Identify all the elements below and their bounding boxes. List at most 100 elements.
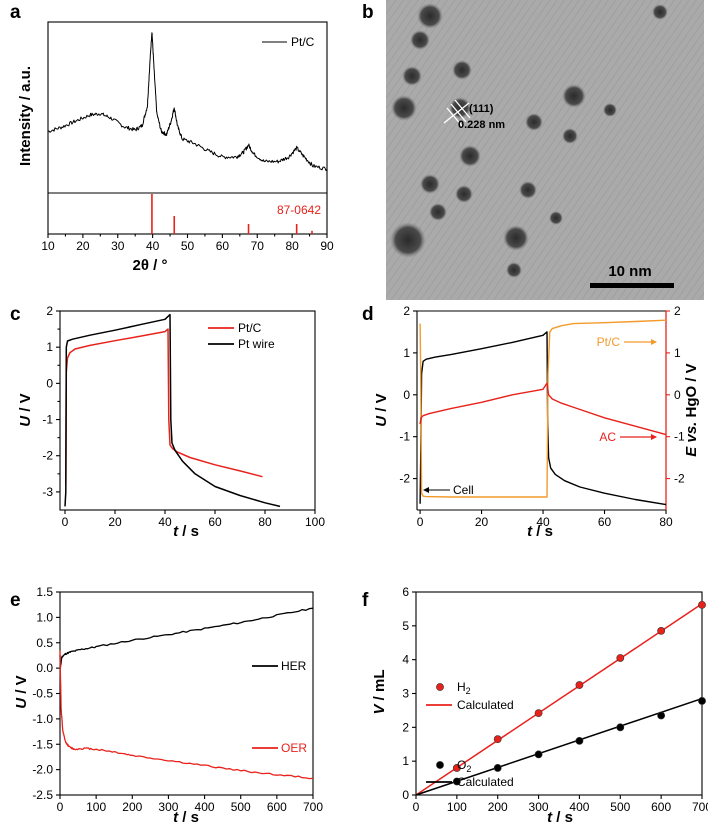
chart-e-legend-label-her: HER (281, 659, 307, 673)
chart-f-point-h2 (657, 627, 666, 635)
chart-d-xtick-label: 60 (598, 515, 612, 529)
chart-e-xtick-label: 300 (158, 800, 178, 814)
chart-d-y2tick-label: 0 (674, 388, 681, 402)
tem-texture (386, 0, 704, 300)
chart-a: 10 20 30 40 50 60 70 80 90 2θ / ° Intensity / a.u.… (17, 21, 334, 274)
tem-nanoparticle (503, 225, 529, 251)
chart-c: 0 20 40 60 80 100 -3 -2 -1 0 1 2 t / s U / V Pt/C Pt wi… (17, 304, 325, 540)
chart-f-ytick-label: 6 (402, 585, 409, 599)
tem-nanoparticle (519, 181, 537, 199)
scalebar-label: 10 nm (608, 263, 651, 280)
chart-d-series-pt-c (419, 319, 667, 498)
chart-f-point-h2 (534, 709, 543, 718)
chart-e-ytick-label: -1.0 (32, 712, 53, 726)
chart-f-ytick-label: 0 (402, 788, 409, 802)
chart-c-xtick-label: 100 (305, 515, 325, 529)
chart-f-ylabel: V / mL (371, 669, 388, 714)
lattice-spacing-label: 0.228 nm (458, 119, 505, 131)
chart-e-plot-frame (59, 591, 314, 796)
tem-nanoparticle (417, 3, 443, 29)
tem-nanoparticle (402, 66, 422, 86)
chart-f-xtick-label: 0 (413, 800, 420, 814)
chart-e-ytick-label: -2.5 (32, 788, 53, 802)
chart-f-series-o2-calculated (415, 697, 703, 796)
chart-c-xtick-label: 20 (108, 515, 122, 529)
lattice-marker (443, 99, 471, 127)
chart-a-legend-label: Pt/C (291, 35, 315, 49)
chart-a-xtick-label: 30 (111, 239, 125, 253)
chart-d-xtick-label: 80 (659, 515, 673, 529)
chart-c-xtick-label: 80 (258, 515, 272, 529)
tem-nanoparticle (525, 113, 543, 131)
chart-c-xlabel: t / s (173, 523, 199, 540)
chart-e-xtick-label: 0 (57, 800, 64, 814)
chart-f-xtick-label: 700 (692, 800, 708, 814)
scalebar (590, 283, 674, 288)
chart-c-series-pt-c (65, 328, 263, 485)
chart-f-point-h2 (493, 735, 502, 744)
chart-a-xtick-label: 70 (251, 239, 265, 253)
chart-f-point-h2 (452, 764, 461, 772)
chart-d-annotation-cell-arrowhead (423, 487, 429, 493)
chart-a-xtick-label: 80 (285, 239, 299, 253)
chart-e-ytick-label: -1.5 (32, 737, 53, 751)
chart-d-y2tick-label: 1 (674, 346, 681, 360)
chart-f-ytick-label: 2 (402, 720, 409, 734)
chart-c-ytick-label: 2 (46, 304, 53, 318)
panel-label-c: c (10, 304, 21, 325)
panel-label-f: f (362, 590, 369, 611)
chart-c-ytick-label: -3 (42, 485, 53, 499)
chart-a-series-pt-c (47, 32, 328, 172)
chart-d-xtick-label: 0 (417, 515, 424, 529)
chart-a-xlabel: 2θ / ° (133, 257, 168, 274)
chart-c-xtick-label: 0 (62, 515, 69, 529)
chart-c-ytick-label: -2 (42, 449, 53, 463)
chart-d-ytick-label: 0 (403, 388, 410, 402)
chart-d-y2tick-label: 2 (674, 304, 681, 318)
chart-e-xtick-label: 400 (195, 800, 215, 814)
chart-a-xtick-label: 40 (146, 239, 160, 253)
tem-image: (111) 0.228 nm 10 nm (386, 0, 704, 300)
chart-e-ytick-label: 1.0 (36, 610, 53, 624)
chart-d-series-ac (419, 382, 667, 436)
chart-c-legend-label: Pt wire (238, 337, 275, 351)
chart-d-xtick-label: 20 (475, 515, 489, 529)
chart-d-series-cell (419, 331, 667, 506)
tem-nanoparticle (652, 4, 668, 20)
chart-f-xtick-label: 200 (488, 800, 508, 814)
chart-d: 0 20 40 60 80 -2 -1 0 1 2 -2 -1 0 1 2 t / s U / V E vs. H… (373, 304, 700, 540)
chart-d-ytick-label: -2 (399, 472, 410, 486)
chart-d-ytick-label: 1 (403, 346, 410, 360)
tem-nanoparticle (506, 262, 522, 278)
tem-nanoparticle (391, 95, 417, 121)
chart-d-y2tick-label: -2 (674, 472, 685, 486)
chart-f-legend-label-h2-calculated: Calculated (457, 698, 514, 712)
chart-f-legend-marker-o2 (436, 761, 444, 769)
chart-f-point-o2 (452, 777, 461, 786)
chart-f-ytick-label: 3 (402, 687, 409, 701)
chart-e: 0 100 200 300 400 500 600 700 -2.5 -2.0 -1.5 -1.0 -0… (13, 585, 323, 826)
chart-a-xtick-label: 50 (181, 239, 195, 253)
chart-f-point-o2 (698, 697, 706, 705)
chart-f-legend-label-h2: H2 (457, 680, 471, 696)
chart-c-ytick-label: -1 (42, 413, 53, 427)
chart-e-ytick-label: -2.0 (32, 763, 53, 777)
chart-d-ytick-label: -1 (399, 430, 410, 444)
chart-d-annotation-pt-c-arrowhead (651, 339, 657, 345)
chart-c-xtick-label: 60 (208, 515, 222, 529)
tem-particles (390, 3, 668, 278)
tem-nanoparticle (562, 128, 578, 144)
chart-e-ytick-label: 1.5 (36, 585, 53, 599)
tem-nanoparticle (452, 60, 472, 80)
chart-f-legend-marker-h2 (436, 683, 444, 691)
panel-label-b: b (362, 2, 374, 23)
chart-e-xtick-label: 600 (267, 800, 287, 814)
tem-nanoparticle (420, 174, 440, 194)
chart-a-xtick-label: 20 (76, 239, 90, 253)
chart-e-ylabel: U / V (13, 675, 30, 708)
chart-d-annotation-pt-c: Pt/C (597, 335, 621, 349)
chart-f-point-o2 (534, 750, 543, 759)
chart-e-xlabel: t / s (173, 809, 199, 826)
lattice-plane-label: (111) (469, 103, 494, 115)
chart-c-xtick-label: 40 (158, 515, 172, 529)
